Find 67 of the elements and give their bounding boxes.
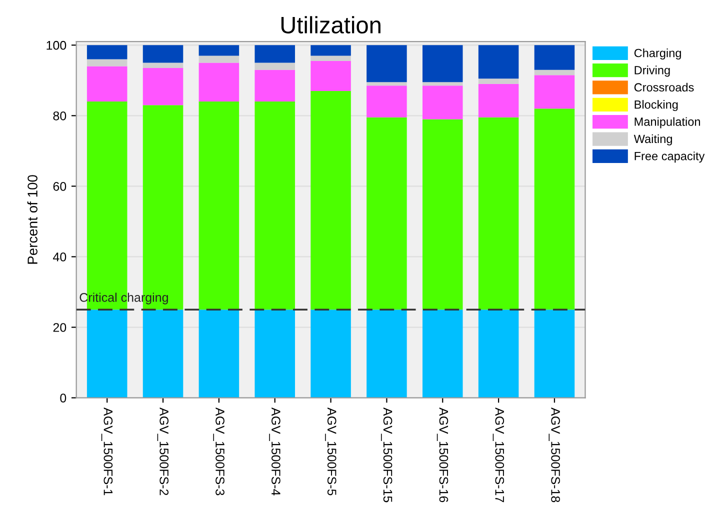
bar	[534, 45, 575, 70]
bar	[366, 45, 407, 82]
bar	[86, 59, 128, 66]
bar	[142, 62, 184, 68]
bar	[310, 56, 351, 61]
bar	[142, 68, 184, 106]
bar	[478, 45, 519, 79]
bar	[198, 62, 240, 102]
bar	[366, 86, 407, 118]
bar	[366, 82, 407, 86]
legend-label: Charging	[634, 48, 681, 60]
bar	[254, 310, 295, 398]
y-tick-label: 0	[60, 394, 66, 402]
legend-label: Blocking	[634, 100, 678, 112]
bar	[254, 45, 295, 63]
x-tick-label: AGV_1500FS-3	[213, 408, 224, 496]
x-tick-label: AGV_1500FS-17	[492, 408, 504, 502]
bar	[422, 119, 463, 310]
bar	[478, 117, 519, 310]
bar	[310, 60, 351, 91]
legend-label: Waiting	[634, 134, 672, 146]
bar	[366, 117, 407, 310]
bar	[86, 66, 128, 102]
bar	[254, 62, 295, 70]
x-tick-label: AGV_1500FS-18	[548, 408, 560, 502]
bar	[198, 56, 240, 63]
bar	[310, 45, 351, 56]
bar	[534, 108, 575, 310]
legend-label: Crossroads	[634, 82, 694, 92]
legend-label: Manipulation	[634, 117, 700, 128]
bar	[254, 102, 295, 310]
bar	[198, 102, 240, 310]
legend-label: Free capacity	[634, 152, 705, 163]
y-tick-label: 60	[53, 182, 66, 191]
bar	[534, 75, 575, 109]
bar	[310, 90, 351, 310]
bar	[478, 78, 519, 84]
bar	[310, 310, 351, 398]
y-axis-title: Percent of 100	[27, 175, 38, 264]
bar	[366, 310, 407, 398]
y-tick-label: 80	[53, 111, 66, 120]
bar	[422, 82, 463, 86]
bar	[86, 45, 128, 60]
x-tick-label: AGV_1500FS-5	[325, 408, 336, 496]
bar	[254, 70, 295, 102]
bar	[142, 310, 184, 398]
x-tick-label: AGV_1500FS-16	[436, 408, 448, 502]
y-tick-label: 100	[46, 40, 66, 50]
x-tick-label: AGV_1500FS-15	[380, 408, 392, 502]
bar	[198, 310, 240, 398]
bar	[422, 45, 463, 82]
x-tick-label: AGV_1500FS-2	[157, 408, 169, 496]
y-tick-label: 20	[53, 323, 66, 332]
x-tick-label: AGV_1500FS-1	[101, 408, 113, 496]
bar	[478, 310, 519, 398]
bar	[198, 45, 240, 56]
y-tick-label: 40	[53, 252, 66, 262]
bar	[86, 310, 128, 398]
bar	[422, 86, 463, 120]
chart-title: Utilization	[281, 16, 380, 34]
bar	[422, 310, 463, 398]
bar	[534, 310, 575, 398]
legend-label: Driving	[634, 66, 670, 77]
x-tick-label: AGV_1500FS-4	[269, 408, 280, 496]
bar	[142, 45, 184, 63]
bar	[534, 70, 575, 76]
bar	[478, 84, 519, 118]
